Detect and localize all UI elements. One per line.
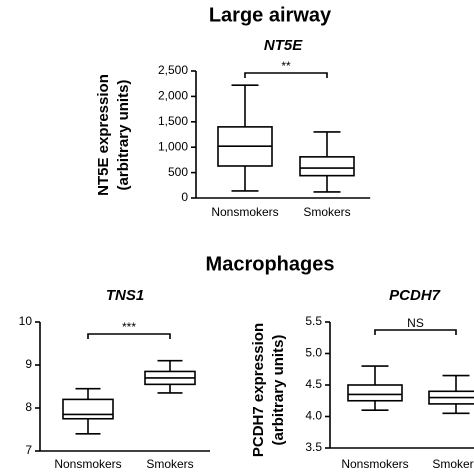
y-tick-label: 5.0 <box>305 346 322 360</box>
significance-label: *** <box>122 320 136 334</box>
y-tick-label: 9 <box>25 357 32 371</box>
x-tick-label: Smokers <box>146 457 193 471</box>
y-tick-label: 1,500 <box>158 114 188 128</box>
y-axis-label: (arbitrary units) <box>115 80 132 191</box>
y-tick-label: 7 <box>25 443 32 457</box>
y-axis-label: NT5E expression <box>95 74 112 196</box>
x-tick-label: Smokers <box>432 457 474 471</box>
y-tick-label: 8 <box>25 400 32 414</box>
y-tick-label: 2,000 <box>158 89 188 103</box>
y-axis-label: (arbitrary units) <box>270 335 287 446</box>
x-tick-label: Nonsmokers <box>211 205 278 219</box>
significance-bracket <box>374 329 457 335</box>
x-tick-label: Nonsmokers <box>54 457 121 471</box>
significance-label: NS <box>407 316 424 330</box>
y-tick-label: 1,000 <box>158 139 188 153</box>
section-title: Macrophages <box>206 253 335 275</box>
y-tick-label: 0 <box>181 190 188 204</box>
box <box>347 384 403 402</box>
y-tick-label: 3.5 <box>305 440 322 454</box>
x-tick-label: Smokers <box>303 205 350 219</box>
box <box>299 156 355 177</box>
y-tick-label: 2,500 <box>158 63 188 77</box>
y-tick-label: 10 <box>19 314 33 328</box>
y-tick-label: 4.5 <box>305 377 322 391</box>
significance-bracket <box>244 72 328 78</box>
y-tick-label: 4.0 <box>305 409 322 423</box>
box <box>62 398 114 420</box>
significance-label: ** <box>281 59 291 73</box>
y-axis-label: PCDH7 expression <box>250 323 267 457</box>
chart-title: NT5E <box>264 37 303 54</box>
chart-title: PCDH7 <box>389 287 441 304</box>
chart-title: TNS1 <box>106 287 144 304</box>
section-title: Large airway <box>209 4 332 26</box>
y-tick-label: 500 <box>168 165 188 179</box>
y-tick-label: 5.5 <box>305 314 322 328</box>
x-tick-label: Nonsmokers <box>341 457 408 471</box>
significance-bracket <box>87 333 171 339</box>
